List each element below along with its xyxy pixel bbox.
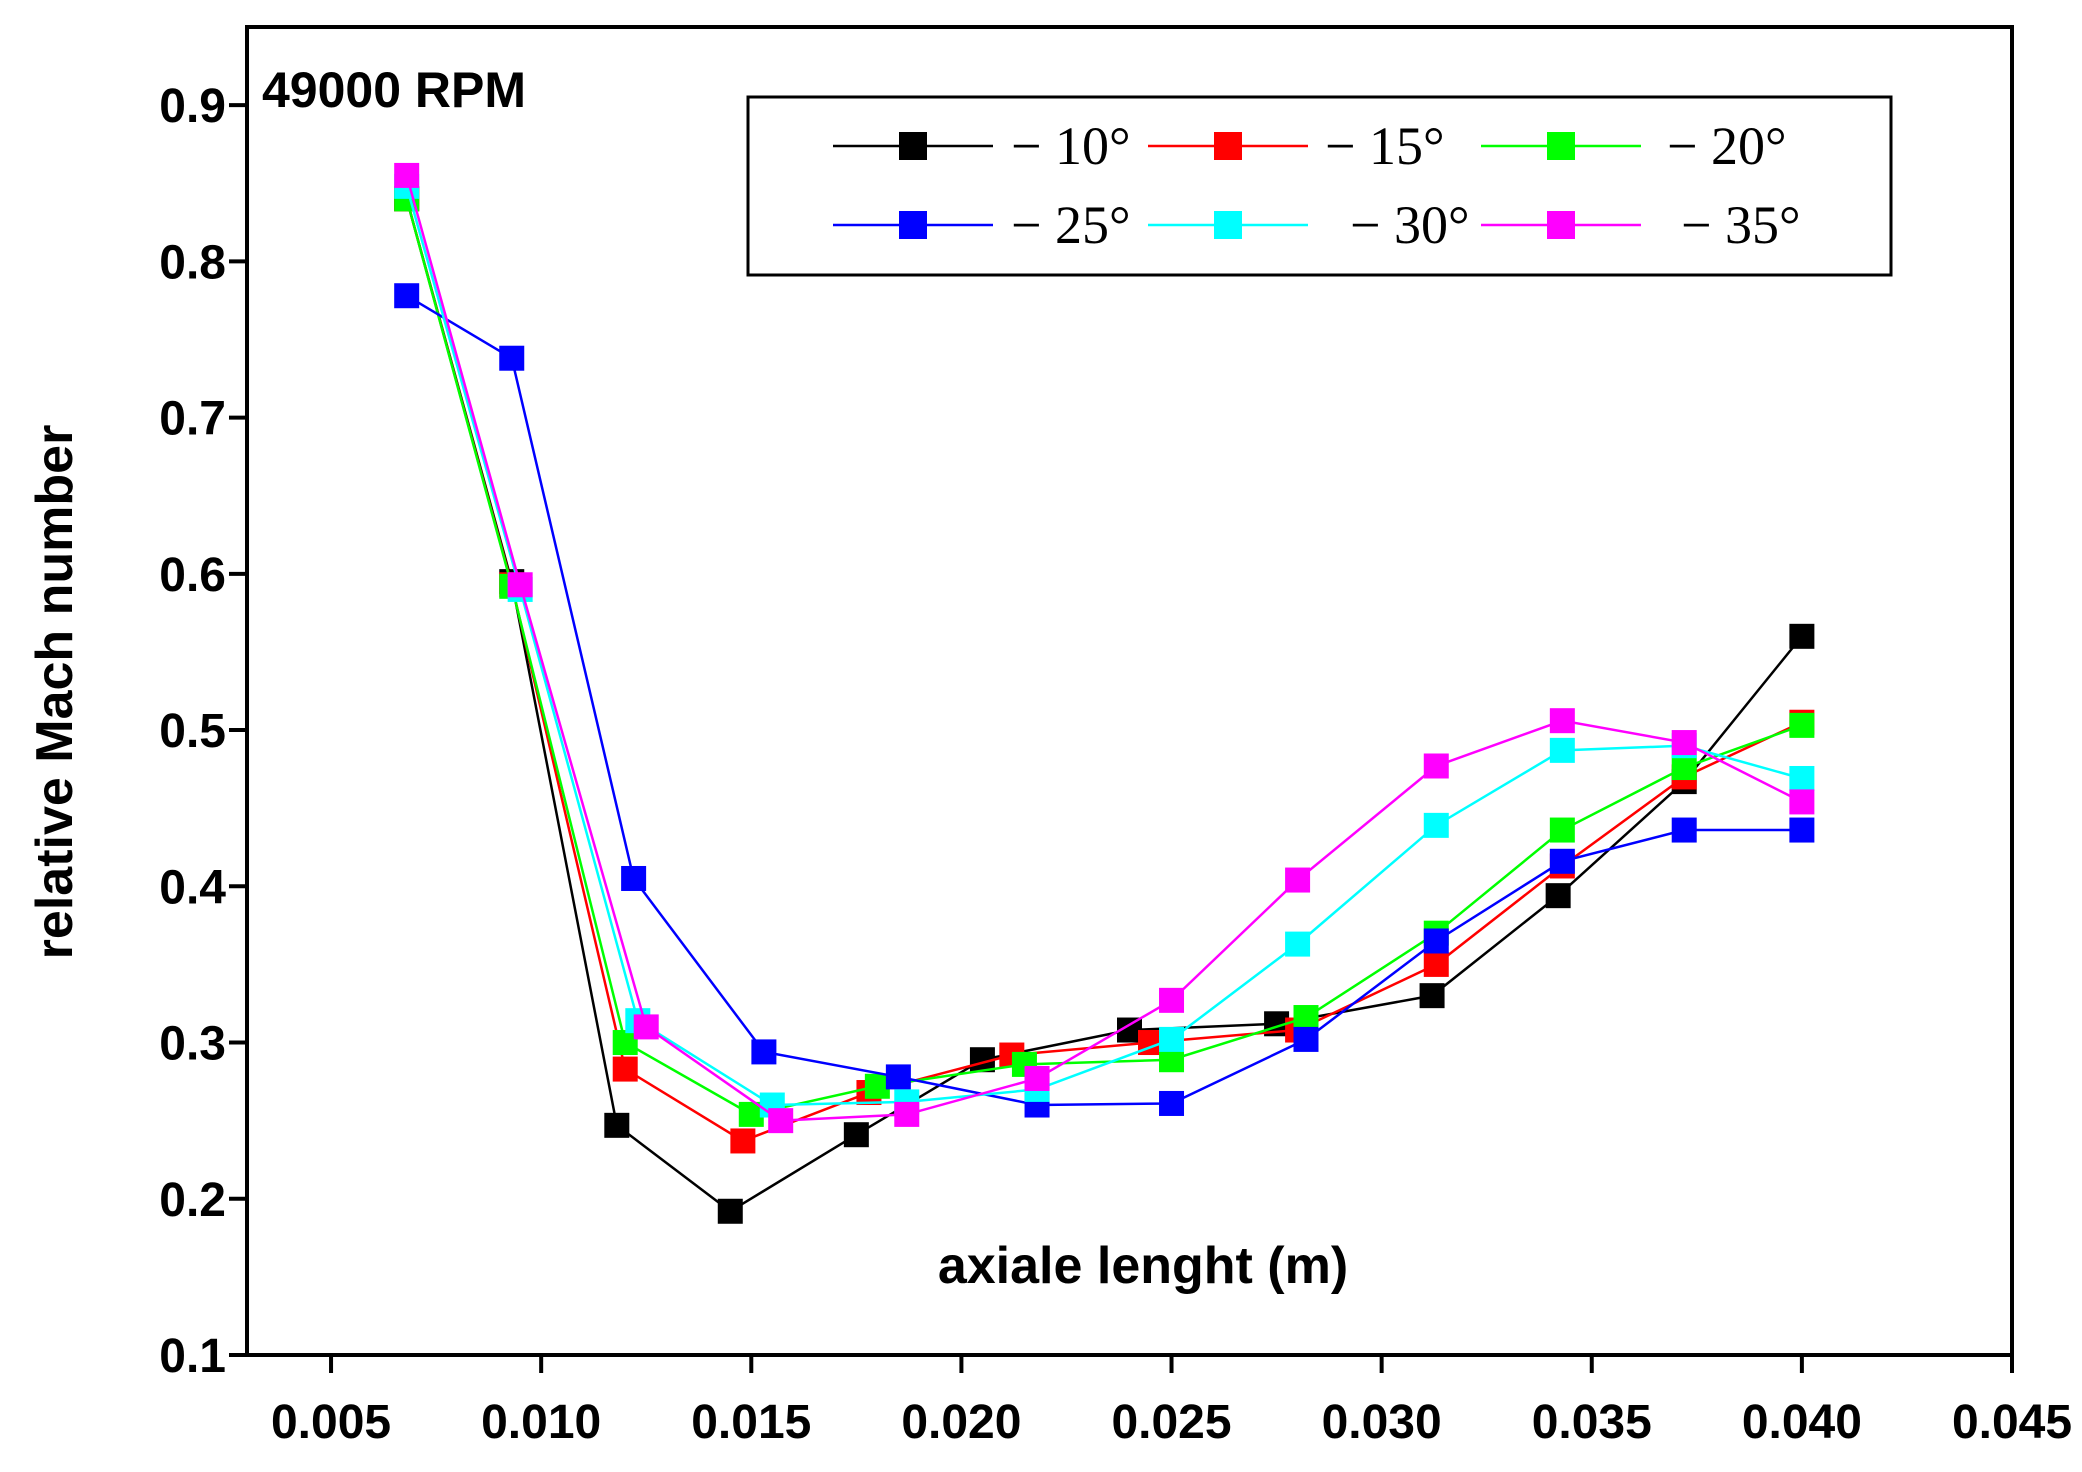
legend-marker xyxy=(1214,132,1242,160)
data-point xyxy=(1549,817,1575,843)
data-point xyxy=(885,1064,911,1090)
x-tick-label: 0.040 xyxy=(1742,1396,1862,1449)
y-tick-label: 0.8 xyxy=(159,236,226,289)
data-point xyxy=(1159,1090,1185,1116)
data-point xyxy=(1789,712,1815,738)
legend-marker xyxy=(1547,132,1575,160)
y-tick-labels: 0.1 0.2 0.3 0.4 0.5 0.6 0.7 0.8 0.9 xyxy=(159,80,226,1383)
data-point xyxy=(1423,753,1449,779)
legend-label: − 15° xyxy=(1325,116,1445,176)
data-point xyxy=(1545,883,1571,909)
data-point xyxy=(1789,789,1815,815)
data-point xyxy=(604,1112,630,1138)
legend-entry: − 35° xyxy=(1481,195,1801,255)
x-tick-label: 0.035 xyxy=(1532,1396,1652,1449)
legend-label: − 20° xyxy=(1667,116,1787,176)
x-axis-title: axiale lenght (m) xyxy=(938,1237,1348,1295)
x-tick-label: 0.025 xyxy=(1111,1396,1231,1449)
data-point xyxy=(864,1073,890,1099)
series-line xyxy=(405,198,1803,1213)
data-point xyxy=(1159,987,1185,1013)
axis-ticks xyxy=(229,103,2014,1373)
data-point xyxy=(843,1122,869,1148)
data-point xyxy=(1293,1005,1319,1031)
data-point xyxy=(1293,1026,1319,1052)
legend-marker xyxy=(1214,211,1242,239)
legend-entry: − 15° xyxy=(1148,116,1445,176)
series-line xyxy=(405,198,1803,1116)
legend-entry: − 25° xyxy=(833,195,1131,255)
y-tick-label: 0.7 xyxy=(159,393,226,446)
data-point xyxy=(751,1039,777,1065)
data-point xyxy=(1423,812,1449,838)
y-tick-label: 0.6 xyxy=(159,549,226,602)
data-point xyxy=(633,1014,659,1040)
data-point xyxy=(1789,765,1815,791)
legend: − 10° − 15° − 20° − 25° − 30° − 35° xyxy=(746,95,1893,277)
data-point xyxy=(1549,848,1575,874)
data-point xyxy=(1423,951,1449,977)
data-point xyxy=(1789,817,1815,843)
data-point xyxy=(730,1128,756,1154)
series-line xyxy=(405,198,1803,1143)
data-point xyxy=(1549,708,1575,734)
legend-entry: − 30° xyxy=(1148,195,1470,255)
x-tick-label: 0.020 xyxy=(901,1396,1021,1449)
series-layer xyxy=(394,162,1815,1224)
y-tick-label: 0.2 xyxy=(159,1174,226,1227)
legend-label: − 30° xyxy=(1350,195,1470,255)
data-point xyxy=(894,1101,920,1127)
y-tick-label: 0.9 xyxy=(159,80,226,133)
data-point xyxy=(1423,928,1449,954)
data-point xyxy=(1671,817,1697,843)
data-point xyxy=(621,865,647,891)
legend-label: − 35° xyxy=(1681,195,1801,255)
legend-marker xyxy=(899,211,927,239)
data-point xyxy=(1419,983,1445,1009)
data-point xyxy=(1671,755,1697,781)
data-point xyxy=(499,345,525,371)
x-tick-labels: 0.005 0.010 0.015 0.020 0.025 0.030 0.035 0.040… xyxy=(271,1396,2072,1449)
series-3 xyxy=(394,283,1815,1118)
legend-entry: − 20° xyxy=(1481,116,1787,176)
data-point xyxy=(1671,730,1697,756)
rpm-annotation: 49000 RPM xyxy=(262,62,526,118)
x-tick-label: 0.030 xyxy=(1322,1396,1442,1449)
y-tick-label: 0.4 xyxy=(159,861,226,914)
series-line xyxy=(406,294,1802,1107)
data-point xyxy=(768,1108,794,1134)
data-point xyxy=(1159,1026,1185,1052)
y-tick-label: 0.3 xyxy=(159,1018,226,1071)
y-tick-label: 0.5 xyxy=(159,705,226,758)
x-tick-label: 0.005 xyxy=(271,1396,391,1449)
legend-marker xyxy=(899,132,927,160)
data-point xyxy=(1285,867,1311,893)
data-point xyxy=(1549,737,1575,763)
series-5 xyxy=(394,162,1815,1134)
data-point xyxy=(1024,1065,1050,1091)
data-point xyxy=(717,1198,743,1224)
legend-entry: − 10° xyxy=(833,116,1131,176)
data-point xyxy=(394,283,420,309)
y-tick-label: 0.1 xyxy=(159,1330,226,1383)
x-tick-label: 0.045 xyxy=(1952,1396,2072,1449)
data-point xyxy=(612,1056,638,1082)
legend-marker xyxy=(1547,211,1575,239)
y-axis-title: relative Mach number xyxy=(26,425,84,960)
series-line xyxy=(405,186,1803,1107)
legend-label: − 10° xyxy=(1011,116,1131,176)
series-line xyxy=(405,175,1803,1122)
data-point xyxy=(612,1030,638,1056)
x-tick-label: 0.015 xyxy=(691,1396,811,1449)
data-point xyxy=(1789,623,1815,649)
legend-box xyxy=(746,95,1893,277)
legend-label: − 25° xyxy=(1011,195,1131,255)
x-tick-label: 0.010 xyxy=(481,1396,601,1449)
data-point xyxy=(394,162,420,188)
data-point xyxy=(1285,931,1311,957)
data-point xyxy=(507,572,533,598)
